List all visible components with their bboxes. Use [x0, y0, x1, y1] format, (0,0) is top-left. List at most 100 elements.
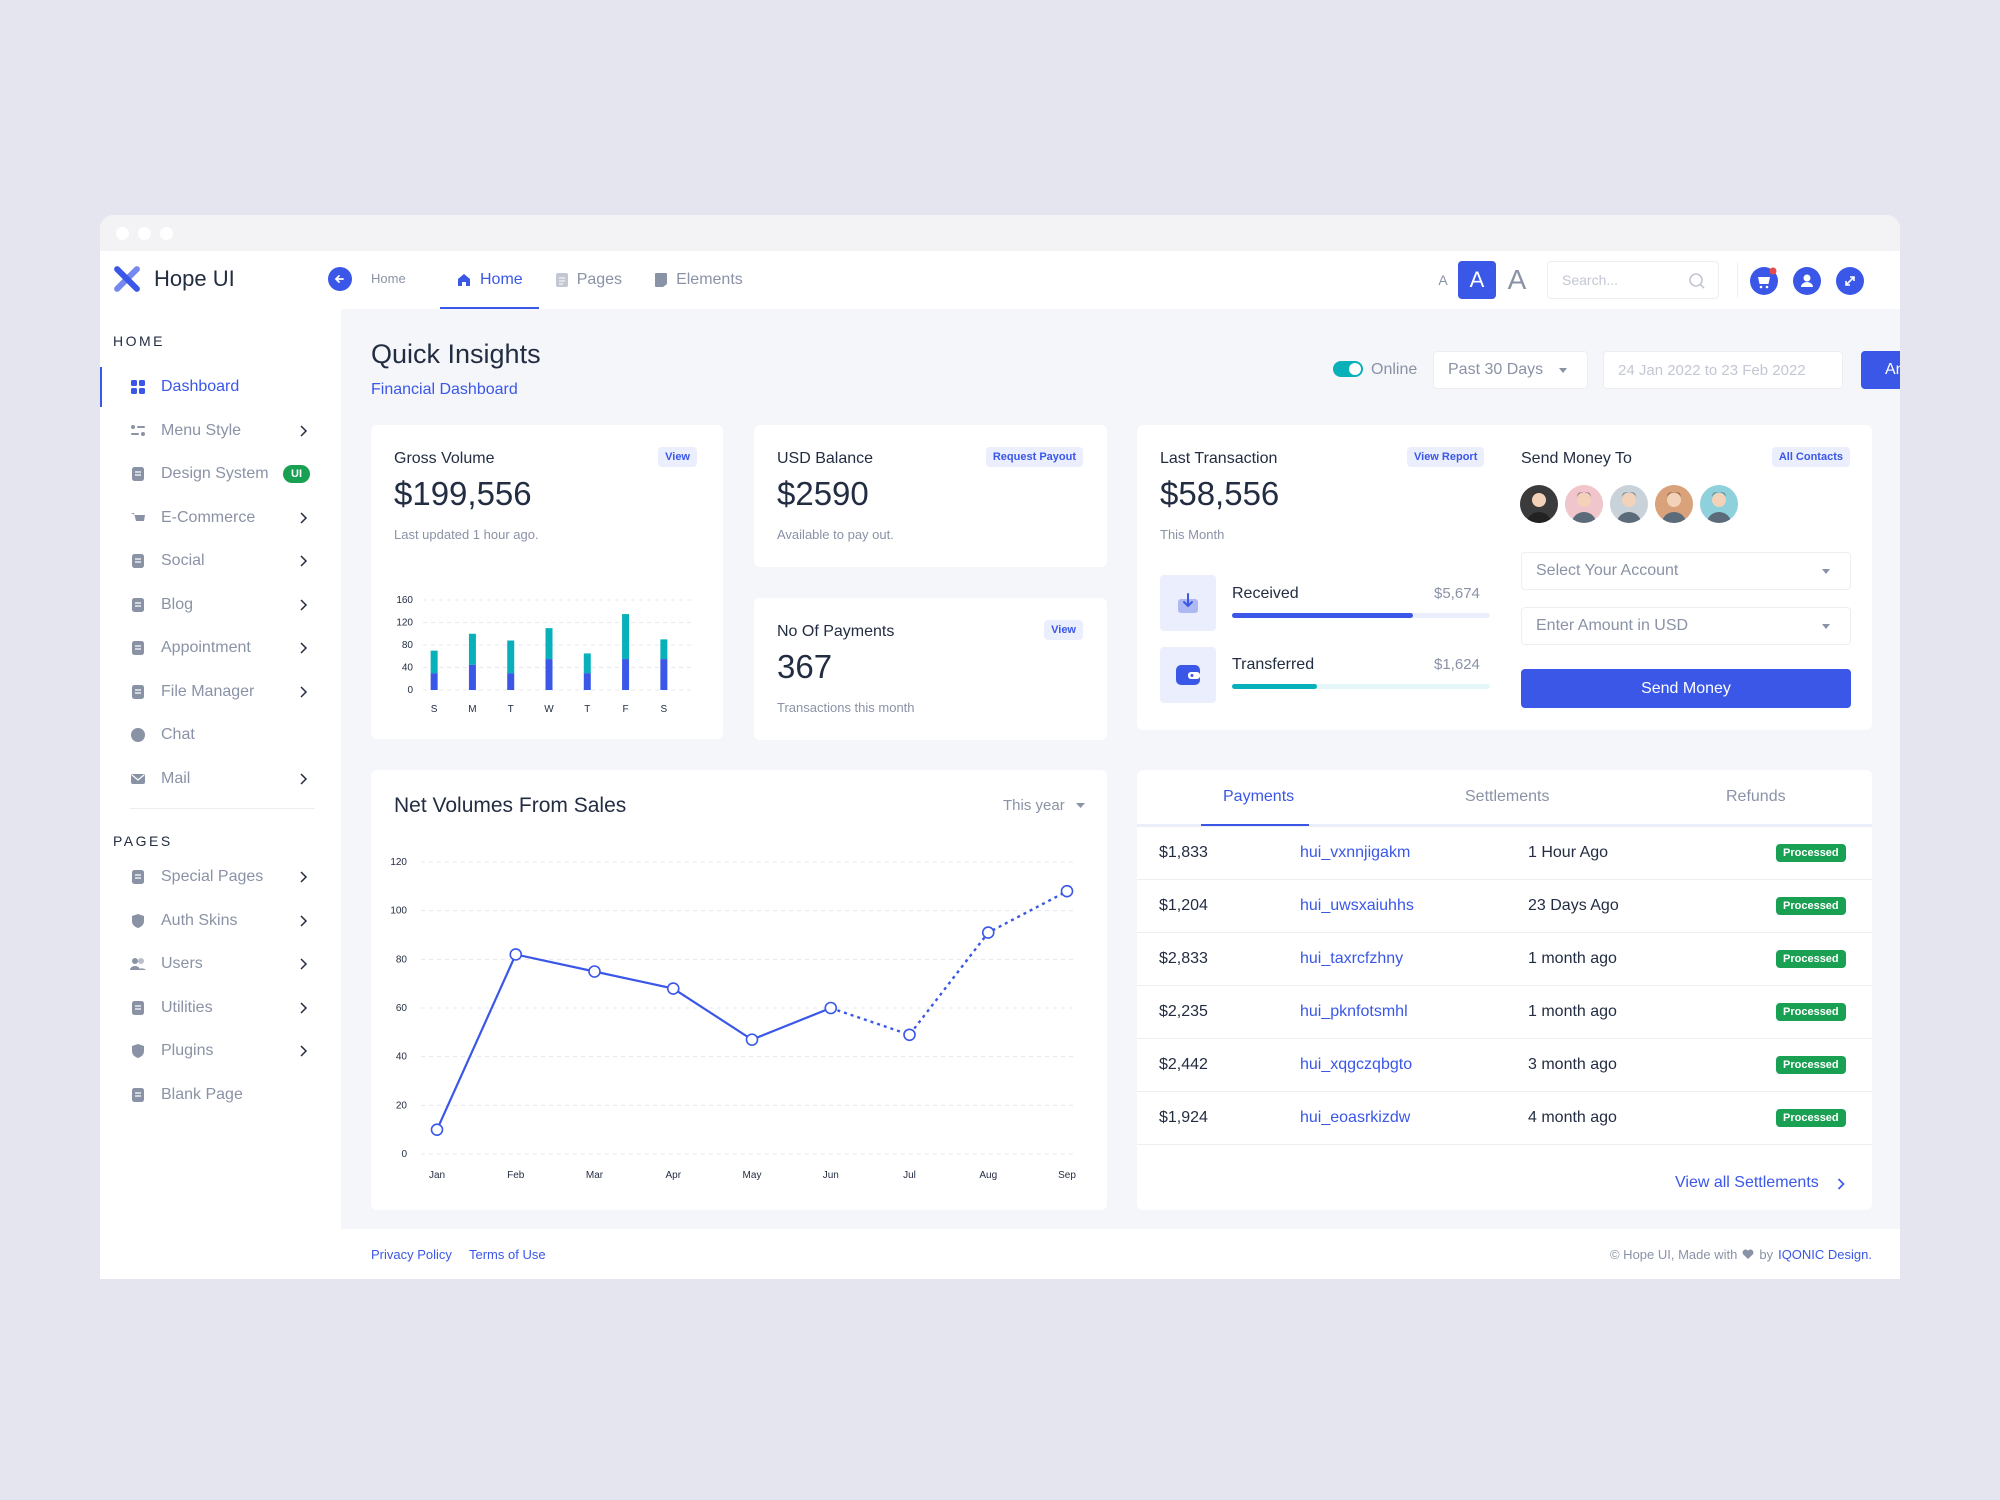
payment-row[interactable]: $1,833 hui_vxnnjigakm 1 Hour Ago Processed	[1137, 826, 1873, 879]
bar-segment	[507, 640, 515, 674]
sidebar-item-utilities[interactable]: Utilities	[100, 988, 341, 1028]
data-point	[430, 1123, 444, 1136]
card-title: Last Transaction	[1160, 450, 1278, 467]
top-nav-pages[interactable]: Pages	[539, 251, 638, 309]
y-tick-label: 0	[407, 685, 413, 696]
analytics-button[interactable]: Analytics	[1861, 351, 1900, 389]
fullscreen-button[interactable]	[1836, 267, 1864, 295]
sidebar-item-e-commerce[interactable]: E-Commerce	[100, 498, 341, 538]
plugin-icon	[132, 1044, 144, 1058]
net-period-dropdown[interactable]: This year	[1003, 797, 1065, 814]
search-input[interactable]	[1548, 262, 1678, 298]
font-small-button[interactable]: A	[1438, 272, 1448, 288]
payment-id-link[interactable]: hui_pknfotsmhl	[1300, 1003, 1408, 1020]
social-icon	[132, 554, 144, 568]
logo[interactable]: Hope UI	[112, 264, 235, 294]
period-dropdown[interactable]: Past 30 Days	[1433, 351, 1588, 389]
payment-row[interactable]: $1,924 hui_eoasrkizdw 4 month ago Processed	[1137, 1091, 1873, 1144]
payment-amount: $1,924	[1159, 1109, 1208, 1126]
payment-row[interactable]: $2,442 hui_xqgczqbgto 3 month ago Processed	[1137, 1038, 1873, 1091]
top-nav-elements[interactable]: Elements	[638, 251, 759, 309]
sidebar-item-dashboard[interactable]: Dashboard	[100, 367, 341, 407]
privacy-policy-link[interactable]: Privacy Policy	[371, 1247, 452, 1262]
sidebar-item-file-manager[interactable]: File Manager	[100, 672, 341, 712]
terms-link[interactable]: Terms of Use	[469, 1247, 546, 1262]
cart-icon	[131, 512, 145, 521]
top-nav-home[interactable]: Home	[440, 251, 539, 309]
y-tick-label: 20	[396, 1100, 408, 1111]
contact-avatar[interactable]	[1700, 485, 1738, 523]
contact-avatar[interactable]	[1565, 485, 1603, 523]
payment-id-link[interactable]: hui_vxnnjigakm	[1300, 844, 1411, 861]
account-select[interactable]: Select Your Account	[1521, 552, 1851, 590]
sidebar-item-label: Users	[161, 955, 203, 972]
payment-row[interactable]: $2,235 hui_pknfotsmhl 1 month ago Processed	[1137, 985, 1873, 1038]
search-icon[interactable]	[1688, 272, 1706, 290]
grid-icon	[131, 380, 145, 394]
contact-avatar[interactable]	[1520, 485, 1558, 523]
sidebar-item-users[interactable]: Users	[100, 944, 341, 984]
tab-refunds[interactable]: Refunds	[1726, 788, 1786, 805]
payment-time: 1 month ago	[1528, 1003, 1617, 1020]
view-button[interactable]: View	[658, 447, 697, 467]
caret-down-icon[interactable]	[1076, 803, 1085, 808]
sidebar-item-design-system[interactable]: Design System UI	[100, 454, 341, 494]
sidebar-item-special-pages[interactable]: Special Pages	[100, 857, 341, 897]
contact-avatar[interactable]	[1655, 485, 1693, 523]
contact-avatar[interactable]	[1610, 485, 1648, 523]
y-tick-label: 60	[396, 1003, 408, 1014]
payment-time: 4 month ago	[1528, 1109, 1617, 1126]
palette-icon	[132, 467, 144, 481]
sidebar-item-appointment[interactable]: Appointment	[100, 628, 341, 668]
transaction-card: Last Transaction View Report $58,556 Thi…	[1137, 425, 1872, 730]
mail-icon	[131, 773, 145, 784]
payment-time: 3 month ago	[1528, 1056, 1617, 1073]
data-point	[981, 926, 995, 939]
transferred-label: Transferred	[1232, 656, 1315, 673]
all-contacts-button[interactable]: All Contacts	[1771, 447, 1850, 467]
online-toggle[interactable]	[1333, 361, 1363, 377]
payment-row[interactable]: $1,204 hui_uwsxaiuhhs 23 Days Ago Processed	[1137, 879, 1873, 932]
brand-link[interactable]: IQONIC Design.	[1778, 1247, 1872, 1262]
sidebar-item-chat[interactable]: Chat	[100, 715, 341, 755]
profile-button[interactable]	[1793, 267, 1821, 295]
bar-segment	[430, 650, 438, 674]
sidebar-item-label: Mail	[161, 769, 191, 787]
font-medium-button[interactable]: A	[1458, 261, 1496, 299]
tab-settlements[interactable]: Settlements	[1465, 788, 1550, 805]
y-tick-label: 120	[396, 618, 413, 629]
received-icon-box	[1160, 575, 1216, 631]
payment-id-link[interactable]: hui_taxrcfzhny	[1300, 950, 1404, 967]
tab-payments[interactable]: Payments	[1223, 788, 1295, 805]
view-report-button[interactable]: View Report	[1407, 447, 1485, 467]
view-button[interactable]: View	[1044, 620, 1083, 640]
payment-id-link[interactable]: hui_eoasrkizdw	[1300, 1109, 1411, 1126]
sidebar-item-mail[interactable]: Mail	[100, 759, 341, 799]
home-icon	[458, 274, 470, 286]
file-icon	[132, 684, 144, 699]
cart-button[interactable]	[1750, 267, 1778, 295]
chevron-right-icon[interactable]	[1837, 1178, 1845, 1190]
payment-row[interactable]: $2,833 hui_taxrcfzhny 1 month ago Processed	[1137, 932, 1873, 985]
send-money-button[interactable]: Send Money	[1521, 669, 1851, 708]
sidebar-item-label: Menu Style	[161, 421, 242, 439]
top-nav-label: Pages	[576, 271, 623, 288]
payment-id-link[interactable]: hui_xqgczqbgto	[1300, 1056, 1413, 1073]
view-all-settlements-link[interactable]: View all Settlements	[1675, 1174, 1819, 1191]
page-subtitle[interactable]: Financial Dashboard	[371, 381, 518, 398]
sidebar-item-menu-style[interactable]: Menu Style	[100, 411, 341, 451]
sidebar-item-social[interactable]: Social	[100, 541, 341, 581]
sidebar-item-plugins[interactable]: Plugins	[100, 1031, 341, 1071]
sidebar-item-blank-page[interactable]: Blank Page	[100, 1075, 341, 1115]
date-range-field[interactable]: 24 Jan 2022 to 23 Feb 2022	[1603, 351, 1843, 389]
font-large-button[interactable]: A	[1507, 264, 1527, 295]
sidebar-item-auth-skins[interactable]: Auth Skins	[100, 901, 341, 941]
request-payout-button[interactable]: Request Payout	[985, 447, 1083, 467]
page-title: Quick Insights	[371, 339, 541, 369]
sidebar-item-blog[interactable]: Blog	[100, 585, 341, 625]
data-point	[903, 1028, 916, 1042]
payment-id-link[interactable]: hui_uwsxaiuhhs	[1300, 897, 1414, 914]
breadcrumb[interactable]: Home	[371, 271, 406, 286]
amount-input[interactable]: Enter Amount in USD	[1521, 607, 1851, 645]
sidebar-toggle-button[interactable]	[328, 267, 352, 291]
